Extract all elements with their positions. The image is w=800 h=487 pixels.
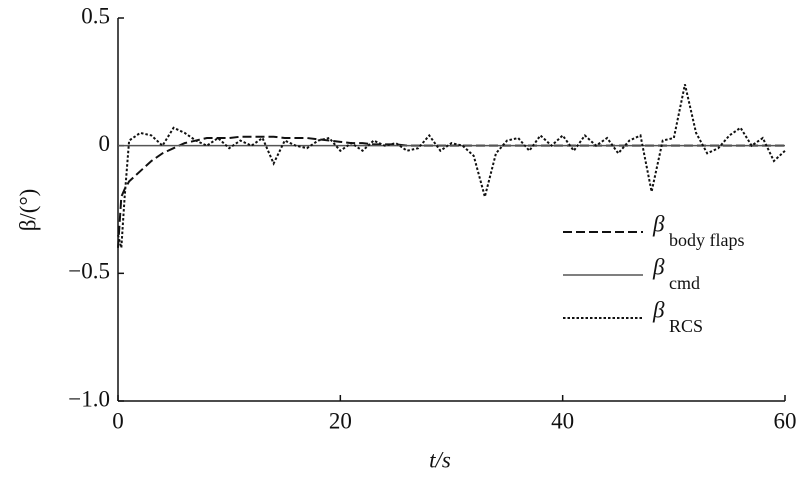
y-tick-label: −0.5 (68, 259, 110, 284)
legend-label: β (652, 297, 665, 322)
legend-label: β (652, 211, 665, 236)
x-axis-label: t/s (429, 447, 451, 472)
series-line (117, 84, 786, 249)
y-axis-label: β/(°) (15, 189, 40, 232)
legend-subscript: RCS (669, 316, 703, 336)
x-tick-label: 20 (329, 408, 352, 433)
y-tick-label: 0.5 (81, 3, 110, 28)
x-tick-label: 60 (774, 408, 797, 433)
y-tick-label: −1.0 (68, 386, 110, 411)
legend-subscript: body flaps (669, 230, 745, 250)
x-tick-label: 40 (551, 408, 574, 433)
x-tick-label: 0 (112, 408, 124, 433)
y-tick-label: 0 (99, 131, 111, 156)
legend-subscript: cmd (669, 273, 700, 293)
legend-label: β (652, 254, 665, 279)
